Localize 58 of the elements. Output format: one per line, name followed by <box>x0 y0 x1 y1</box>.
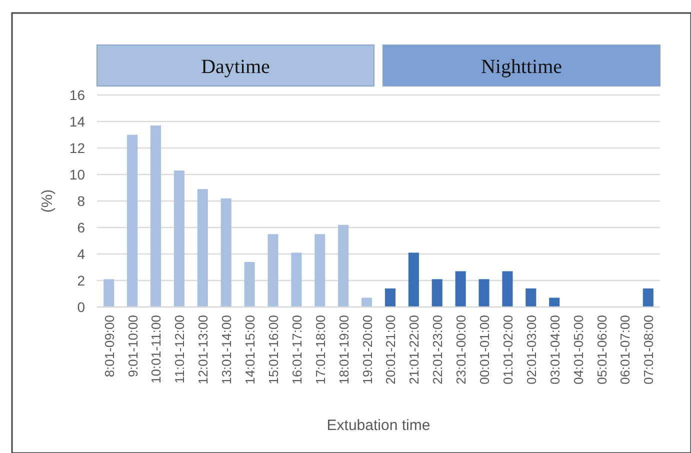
x-tick-label: 21:01-22:00 <box>406 315 422 384</box>
y-tick-label: 8 <box>77 193 86 209</box>
bar <box>174 170 184 307</box>
text: Daytime <box>201 56 270 78</box>
y-tick-label: 12 <box>69 140 86 156</box>
x-tick-label: 12:01-13:00 <box>196 315 211 384</box>
bar <box>642 288 654 307</box>
bar <box>362 298 372 307</box>
x-tick-label: 9:01-10:00 <box>125 315 140 378</box>
y-axis-title: (%) <box>39 189 56 213</box>
bar <box>150 125 162 307</box>
x-tick-label: 13:01-14:00 <box>219 315 234 384</box>
x-tick-label: 11:01-12:00 <box>172 315 188 384</box>
x-tick-label: 20:01-21:00 <box>383 315 398 384</box>
x-tick-label: 06:01-07:00 <box>618 315 633 384</box>
bar <box>526 288 536 307</box>
x-tick-label: 04:01-05:00 <box>570 315 586 384</box>
y-tick-label: 6 <box>77 220 86 236</box>
y-tick-label: 4 <box>77 246 86 262</box>
bar <box>197 189 208 307</box>
x-tick-label: 19:01-20:00 <box>360 315 375 384</box>
bar <box>291 252 302 307</box>
x-tick-label: 02:01-03:00 <box>524 315 539 384</box>
bar <box>244 262 255 307</box>
x-tick-label: 8:01-09:00 <box>102 315 117 378</box>
bar <box>384 288 396 307</box>
bar <box>478 279 490 307</box>
x-tick-label: 14:01-15:00 <box>242 315 258 384</box>
bar <box>549 298 560 307</box>
x-tick-label: 18:01-19:00 <box>336 315 352 384</box>
bar <box>338 224 349 307</box>
x-tick-label: 00:01-01:00 <box>477 315 492 384</box>
y-tick-label: 2 <box>77 272 86 288</box>
x-tick-label: 05:01-06:00 <box>594 315 610 384</box>
bar <box>268 234 278 307</box>
x-tick-label: 15:01-16:00 <box>266 315 281 384</box>
y-tick-label: 16 <box>69 87 86 103</box>
y-tick-label: 14 <box>69 114 86 130</box>
x-axis-title: Extubation time <box>326 417 430 434</box>
bar <box>314 234 326 307</box>
x-tick-label: 23:01-00:00 <box>454 315 469 384</box>
bar <box>104 279 114 307</box>
x-tick-label: 10:01-11:00 <box>148 315 164 384</box>
bar <box>455 271 466 307</box>
bar <box>502 271 513 307</box>
text: Nighttime <box>480 56 562 78</box>
y-tick-label: 0 <box>77 299 86 315</box>
bar <box>220 198 232 307</box>
bar <box>127 134 138 307</box>
bar <box>432 279 442 307</box>
x-tick-label: 07:01-08:00 <box>641 315 656 384</box>
x-tick-label: 17:01-18:00 <box>312 315 328 384</box>
x-tick-label: 01:01-02:00 <box>500 315 516 384</box>
bar <box>408 252 419 307</box>
x-tick-label: 22:01-23:00 <box>430 315 446 384</box>
y-tick-label: 10 <box>69 166 86 182</box>
x-tick-label: 03:01-04:00 <box>547 315 562 384</box>
x-tick-label: 16:01-17:00 <box>289 315 304 384</box>
